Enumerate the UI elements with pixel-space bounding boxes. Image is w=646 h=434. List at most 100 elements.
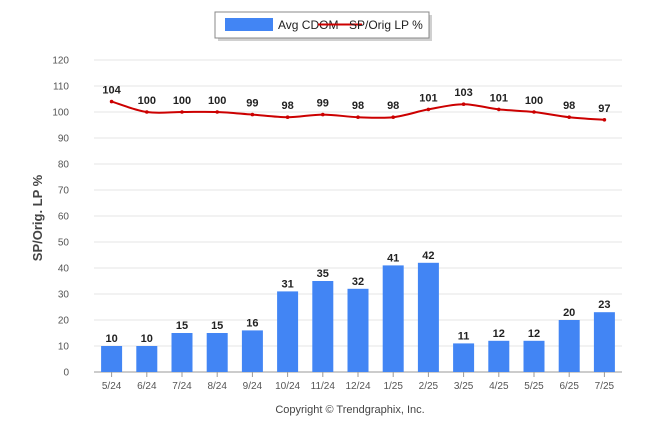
bar <box>488 340 510 372</box>
x-tick-label: 10/24 <box>275 381 300 392</box>
y-tick-label: 30 <box>58 290 70 301</box>
x-axis-ticks: 5/24 6/24 7/24 8/24 9/24 10/24 11/24 12/24 1/25 2… <box>102 372 615 392</box>
bar <box>593 312 615 372</box>
line-value-label: 101 <box>419 92 437 104</box>
line-value-label: 98 <box>387 100 399 112</box>
line-point <box>391 115 396 119</box>
bar <box>277 291 299 372</box>
bar-value-label: 42 <box>422 250 434 262</box>
legend-label-sp-orig-lp: SP/Orig LP % <box>349 18 423 32</box>
line-value-label: 101 <box>490 92 508 104</box>
x-tick-label: 3/25 <box>454 381 474 392</box>
bar-value-label: 35 <box>317 268 329 280</box>
copyright: Copyright © Trendgraphix, Inc. <box>275 404 424 416</box>
y-tick-label: 120 <box>52 56 69 67</box>
line-value-label: 98 <box>352 100 364 112</box>
line-point <box>321 112 325 117</box>
x-tick-label: 1/25 <box>383 381 403 392</box>
x-tick-label: 8/24 <box>207 381 227 392</box>
line-value-label: 100 <box>173 95 191 107</box>
bar-value-label: 16 <box>246 317 258 329</box>
line-value-label: 100 <box>208 95 226 107</box>
bar-value-label: 31 <box>281 278 293 290</box>
y-axis-ticks: 0 10 20 30 40 50 60 70 80 90 100 110 120 <box>52 56 69 379</box>
x-tick-label: 7/24 <box>172 381 192 392</box>
bar <box>382 265 404 372</box>
line-value-label: 98 <box>563 100 575 112</box>
legend: Avg CDOM SP/Orig LP % <box>214 11 432 41</box>
line-value-label: 103 <box>454 87 472 99</box>
bar <box>523 340 545 372</box>
line-point <box>461 102 466 106</box>
x-tick-label: 7/25 <box>595 381 615 392</box>
bar <box>453 343 475 372</box>
y-tick-label: 10 <box>58 342 70 353</box>
y-tick-label: 40 <box>58 264 70 275</box>
bar-value-label: 15 <box>176 320 188 332</box>
bar-value-label: 12 <box>528 328 540 340</box>
bar-value-label: 11 <box>458 330 470 342</box>
y-axis-title: SP/Orig. LP % <box>30 174 45 261</box>
line-value-label: 100 <box>138 95 156 107</box>
x-tick-label: 6/24 <box>137 381 157 392</box>
x-tick-label: 11/24 <box>311 381 336 392</box>
bar <box>312 281 334 372</box>
y-tick-label: 0 <box>63 368 69 379</box>
line-point <box>145 110 149 114</box>
bar-value-label: 12 <box>493 328 505 340</box>
line-point <box>285 115 290 119</box>
legend-label-avg-cdom: Avg CDOM <box>278 18 338 32</box>
y-tick-label: 80 <box>58 160 70 171</box>
bar <box>101 346 123 372</box>
y-tick-label: 90 <box>58 134 70 145</box>
x-tick-label: 5/24 <box>102 381 122 392</box>
bar <box>206 333 228 372</box>
line-point <box>250 112 255 117</box>
y-tick-label: 20 <box>58 316 70 327</box>
x-tick-label: 5/25 <box>524 381 544 392</box>
line-point <box>109 99 114 104</box>
line-value-label: 100 <box>525 95 543 107</box>
y-tick-label: 110 <box>53 82 69 93</box>
bar <box>417 262 439 372</box>
line-point <box>602 118 607 122</box>
bar-value-label: 41 <box>387 252 399 264</box>
line-value-label: 98 <box>281 100 293 112</box>
bar-value-label: 20 <box>563 307 575 319</box>
bar <box>241 330 263 372</box>
x-tick-label: 6/25 <box>559 381 579 392</box>
line-point <box>215 110 219 114</box>
bar <box>171 333 193 372</box>
bar-value-label: 15 <box>211 320 223 332</box>
line-value-label: 97 <box>598 103 610 115</box>
line-value-label: 99 <box>317 98 329 110</box>
data-labels: 10 10 15 15 16 31 35 32 41 42 11 12 12 20 23 104 100 100 1… <box>102 85 610 345</box>
bar-value-label: 32 <box>352 276 364 288</box>
x-tick-label: 12/24 <box>345 381 370 392</box>
x-tick-label: 2/25 <box>419 381 439 392</box>
line-point <box>567 115 571 119</box>
bar-series <box>101 262 615 372</box>
line-point <box>180 110 184 114</box>
x-tick-label: 4/25 <box>489 381 509 392</box>
line-point <box>497 107 501 112</box>
bar <box>558 320 580 372</box>
x-tick-label: 9/24 <box>243 381 263 392</box>
y-tick-label: 60 <box>58 212 70 223</box>
line-value-label: 104 <box>102 85 121 97</box>
bar-value-label: 23 <box>598 299 610 311</box>
y-tick-label: 70 <box>58 186 70 197</box>
line-value-label: 99 <box>246 98 258 110</box>
line-series <box>109 99 607 122</box>
bar-value-label: 10 <box>105 333 117 345</box>
legend-swatch-bar <box>225 18 273 31</box>
line-point <box>532 110 536 114</box>
bar <box>347 288 369 372</box>
y-tick-label: 50 <box>58 238 70 249</box>
bar-value-label: 10 <box>141 333 153 345</box>
line-point <box>356 115 360 119</box>
y-tick-label: 100 <box>52 108 69 119</box>
line-point <box>426 107 431 112</box>
